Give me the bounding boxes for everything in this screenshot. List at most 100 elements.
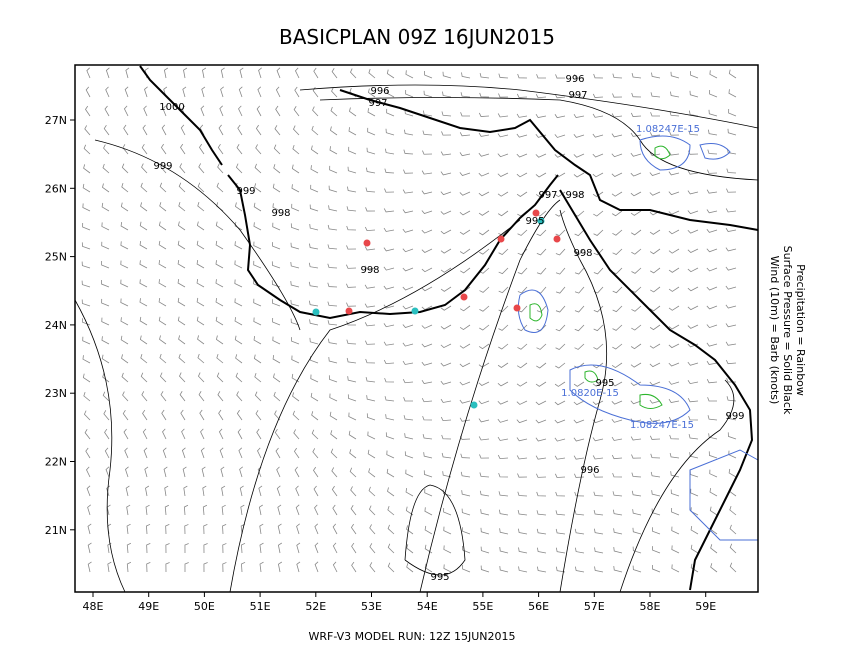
wind-barb bbox=[421, 305, 433, 311]
wind-barb bbox=[183, 504, 189, 516]
wind-barb bbox=[350, 523, 357, 535]
wind-barb bbox=[386, 69, 395, 79]
wind-barb bbox=[234, 298, 243, 307]
wind-barb bbox=[183, 485, 188, 497]
wind-barb bbox=[291, 203, 300, 212]
wind-barb bbox=[536, 566, 547, 573]
wind-barb bbox=[498, 248, 509, 255]
wind-barb bbox=[350, 68, 357, 79]
wind-barb bbox=[255, 410, 262, 421]
wind-barb bbox=[574, 528, 585, 535]
wind-barb bbox=[105, 67, 110, 79]
wind-barb bbox=[518, 566, 528, 573]
wind-barb bbox=[421, 248, 433, 253]
wind-barb bbox=[255, 144, 262, 155]
wind-barb bbox=[404, 451, 414, 459]
wind-barb bbox=[348, 146, 357, 155]
wind-barb bbox=[630, 172, 642, 177]
wind-barb bbox=[383, 359, 395, 365]
wind-barb bbox=[182, 86, 187, 98]
wind-barb bbox=[612, 491, 623, 497]
wind-barb bbox=[255, 124, 262, 136]
wind-barb bbox=[706, 342, 718, 347]
wind-barb bbox=[573, 400, 585, 406]
wind-barb bbox=[101, 241, 110, 250]
wind-barb bbox=[160, 163, 167, 174]
wind-barb bbox=[236, 144, 243, 155]
wind-barb bbox=[291, 184, 300, 193]
wind-barb bbox=[349, 449, 357, 459]
wind-barb bbox=[218, 124, 224, 136]
x-tick-label: 58E bbox=[640, 600, 661, 613]
wind-barb bbox=[573, 437, 585, 442]
wind-barb bbox=[273, 391, 281, 402]
wind-barb bbox=[592, 153, 604, 158]
wind-barb bbox=[592, 172, 604, 178]
wind-barb bbox=[215, 221, 224, 231]
wind-barb bbox=[727, 432, 737, 440]
wind-barb bbox=[234, 221, 243, 231]
wind-barb bbox=[348, 430, 357, 440]
wind-barb bbox=[405, 506, 414, 516]
wind-barb bbox=[123, 428, 129, 440]
wind-barb bbox=[459, 362, 471, 368]
wind-barb bbox=[220, 67, 225, 79]
wind-barb bbox=[120, 241, 129, 250]
x-tick-label: 52E bbox=[305, 600, 326, 613]
wind-barb bbox=[536, 305, 547, 313]
wind-barb bbox=[442, 91, 452, 98]
wind-barb bbox=[385, 128, 395, 136]
wind-barb bbox=[215, 260, 224, 269]
wind-barb bbox=[594, 566, 604, 573]
wind-barb bbox=[290, 299, 300, 307]
wind-barb bbox=[181, 447, 186, 459]
wind-barb bbox=[690, 563, 699, 573]
wind-barb bbox=[516, 400, 528, 405]
wind-barb bbox=[554, 94, 566, 99]
wind-barb bbox=[81, 280, 91, 288]
wind-barb bbox=[350, 505, 357, 516]
wind-barb bbox=[86, 67, 91, 79]
coastline bbox=[139, 65, 759, 591]
wind-barb bbox=[497, 400, 509, 405]
wind-barb bbox=[460, 267, 471, 274]
wind-barb bbox=[611, 454, 623, 460]
contour-label: 998 bbox=[271, 208, 290, 219]
wind-barb bbox=[367, 108, 376, 117]
wind-barb bbox=[707, 397, 718, 402]
wind-barb bbox=[384, 396, 395, 402]
wind-barb bbox=[460, 112, 471, 117]
wind-barb bbox=[441, 131, 452, 136]
wind-barb bbox=[184, 524, 189, 535]
wind-barb bbox=[651, 490, 661, 497]
wind-barb bbox=[178, 335, 186, 345]
x-tick-label: 51E bbox=[250, 600, 271, 613]
wind-barb bbox=[346, 339, 357, 345]
wind-barb bbox=[101, 336, 110, 345]
wind-barb bbox=[86, 466, 91, 478]
wind-barb bbox=[423, 110, 433, 117]
wind-barb bbox=[593, 248, 604, 256]
wind-barb bbox=[332, 561, 338, 573]
wind-barb bbox=[145, 485, 150, 497]
wind-barb bbox=[574, 547, 585, 554]
wind-barb bbox=[421, 190, 433, 195]
precip-contour bbox=[529, 303, 543, 322]
precip-label: 1.08247E-15 bbox=[630, 420, 694, 431]
wind-barb bbox=[101, 202, 110, 212]
wind-barb bbox=[726, 188, 737, 193]
wind-barb bbox=[217, 391, 224, 402]
wind-barb bbox=[327, 282, 338, 288]
contour-label: 999 bbox=[236, 186, 255, 197]
wind-barb bbox=[555, 74, 566, 79]
wind-barb bbox=[710, 544, 718, 554]
wind-barb bbox=[200, 447, 205, 459]
y-tick-label: 22N bbox=[45, 456, 67, 469]
wind-barb bbox=[253, 354, 262, 364]
wind-barb bbox=[630, 400, 642, 405]
wind-barb bbox=[234, 260, 243, 269]
wind-barb bbox=[574, 362, 585, 369]
wind-barb bbox=[554, 437, 566, 442]
wind-barb bbox=[592, 419, 604, 424]
